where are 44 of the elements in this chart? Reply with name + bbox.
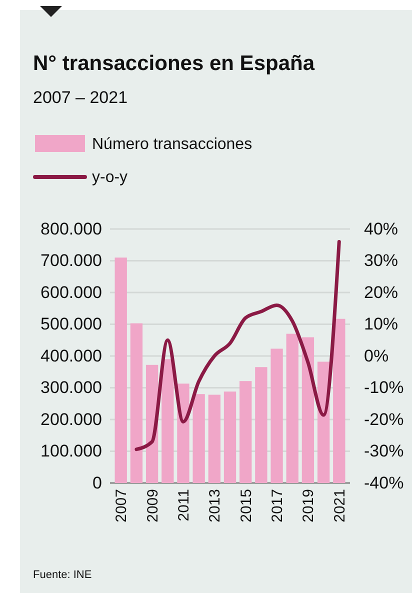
- y-tick-label: 300.000: [40, 378, 102, 398]
- source-note: Fuente: INE: [33, 569, 92, 581]
- bar: [114, 258, 127, 483]
- bar: [240, 381, 252, 483]
- y2-tick-label: -30%: [364, 442, 404, 461]
- x-tick-label: 2007: [113, 489, 130, 522]
- x-tick-label: 2015: [238, 489, 255, 522]
- y-tick-label: 0: [92, 473, 102, 492]
- chart-subtitle: 2007 – 2021: [33, 88, 128, 107]
- y2-tick-label: -40%: [364, 473, 404, 492]
- bar: [270, 348, 283, 483]
- chart-title: N° transacciones en España: [33, 52, 315, 75]
- bar: [192, 394, 205, 483]
- x-tick-label: 2019: [300, 489, 318, 522]
- bar: [208, 394, 220, 483]
- x-tick-label: 2009: [144, 489, 162, 522]
- y2-tick-label: 10%: [364, 314, 398, 334]
- y-tick-label: 200.000: [40, 410, 102, 429]
- y2-tick-label: 0%: [364, 346, 389, 366]
- y-tick-label: 700.000: [40, 251, 102, 270]
- x-tick-label: 2013: [206, 489, 224, 522]
- legend-label: Número transacciones: [92, 136, 252, 153]
- bar: [286, 334, 298, 483]
- x-tick-label: 2011: [175, 489, 192, 522]
- y2-tick-label: 40%: [364, 219, 398, 238]
- line-series: [134, 240, 341, 452]
- y2-tick-label: -20%: [364, 410, 404, 429]
- bar: [333, 318, 346, 483]
- x-tick-label: 2017: [269, 489, 286, 522]
- y-tick-label: 400.000: [40, 346, 102, 366]
- bar: [255, 367, 268, 483]
- legend-label: y-o-y: [92, 169, 128, 186]
- bar: [162, 359, 174, 483]
- bar: [302, 337, 314, 483]
- y-tick-label: 800.000: [40, 219, 102, 238]
- y2-tick-label: 20%: [364, 282, 398, 302]
- y-tick-label: 100.000: [40, 442, 102, 461]
- y2-tick-label: 30%: [364, 251, 398, 270]
- y-tick-label: 600.000: [40, 282, 102, 302]
- y-tick-label: 500.000: [40, 314, 102, 334]
- y2-tick-label: -10%: [364, 378, 404, 398]
- bar: [224, 392, 236, 483]
- x-tick-label: 2021: [331, 489, 348, 522]
- bar: [130, 323, 143, 483]
